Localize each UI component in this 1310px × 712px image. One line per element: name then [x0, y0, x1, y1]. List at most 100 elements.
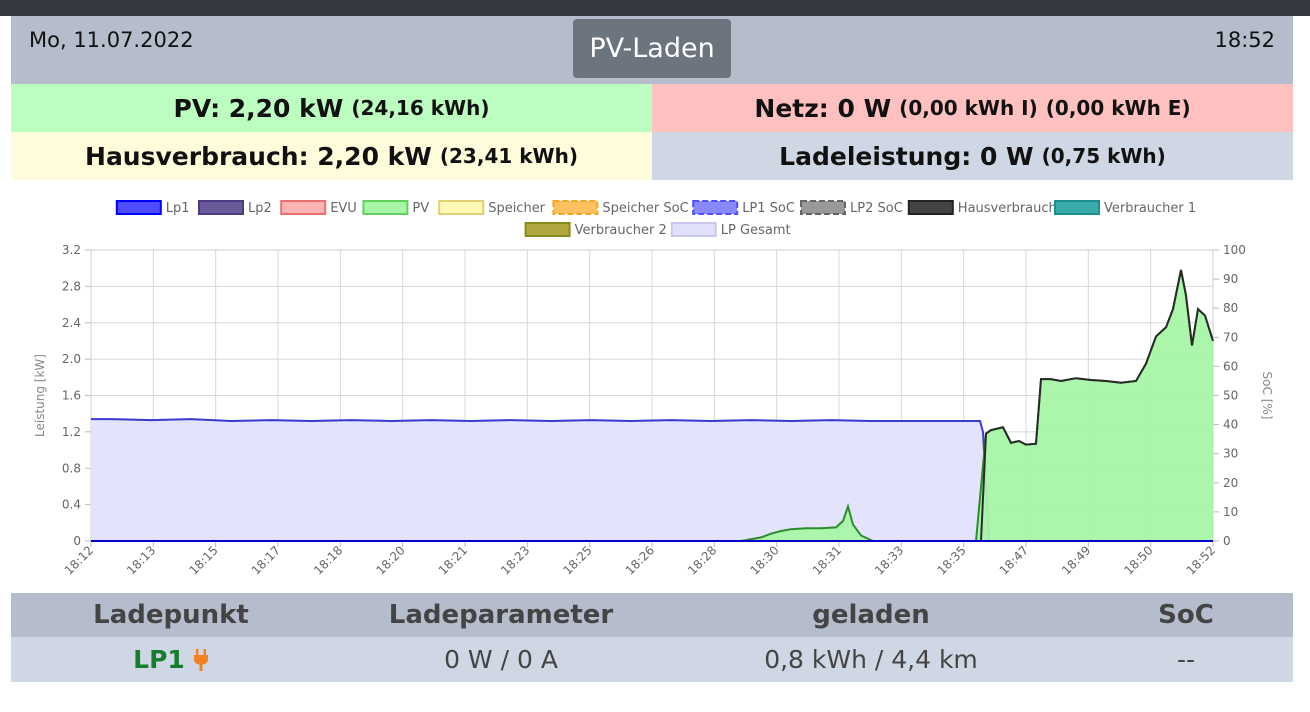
header-geladen: geladen: [812, 600, 930, 630]
legend-label: LP1 SoC: [742, 201, 795, 216]
legend-swatch: [670, 222, 717, 237]
charging-power-status: Ladeleistung: 0 W (0,75 kWh): [652, 132, 1293, 180]
legend-swatch: [362, 200, 409, 215]
chargepoint-name[interactable]: LP1: [133, 645, 185, 674]
charge-mode-button[interactable]: PV-Laden: [573, 19, 731, 78]
y-tick-label: 2.4: [62, 316, 81, 330]
y2-tick-label: 80: [1223, 301, 1238, 315]
header-ladeparameter: Ladeparameter: [388, 600, 614, 630]
series-line-lp-gesamt: [91, 418, 1213, 542]
legend-label: Speicher SoC: [602, 201, 688, 216]
legend-swatch: [280, 200, 327, 215]
x-tick-label: 18:49: [1059, 543, 1093, 577]
x-tick-label: 18:47: [997, 543, 1031, 577]
time-display: 18:52: [1214, 28, 1275, 52]
legend-label: Lp1: [166, 201, 190, 216]
legend-swatch: [692, 200, 739, 215]
x-tick-label: 18:15: [186, 543, 220, 577]
top-bar: [0, 0, 1310, 16]
legend-swatch: [1054, 200, 1100, 215]
header-ladepunkt: Ladepunkt: [93, 600, 249, 630]
legend-swatch: [800, 200, 846, 215]
y-tick-label: 1.2: [62, 425, 81, 439]
x-tick-label: 18:21: [436, 543, 470, 577]
date-display: Mo, 11.07.2022: [29, 28, 194, 52]
legend-swatch: [438, 200, 485, 215]
grid-power: Netz: 0 W: [754, 93, 892, 123]
chargepoint-cell[interactable]: LP1: [71, 637, 271, 682]
x-tick-label: 18:33: [872, 543, 906, 577]
plug-icon: [193, 648, 208, 671]
y2-tick-label: 10: [1223, 505, 1238, 519]
power-chart: Lp1 Lp2 EVU PV Speicher Speicher SoC LP1 SoC LP…: [33, 200, 1274, 578]
x-tick-label: 18:26: [623, 543, 657, 577]
pv-status: PV: 2,20 kW (24,16 kWh): [11, 84, 652, 132]
x-tick-label: 18:31: [810, 543, 844, 577]
y2-axis-title: SoC [%]: [1260, 372, 1274, 420]
charging-energy: (0,75 kWh): [1041, 144, 1166, 168]
legend-swatch: [198, 200, 244, 215]
legend-label: PV: [412, 201, 429, 216]
house-energy: (23,41 kWh): [439, 144, 578, 168]
y-tick-label: 2.8: [62, 279, 81, 293]
y2-tick-label: 60: [1223, 359, 1238, 373]
grid-export: (0,00 kWh E): [1045, 96, 1191, 120]
header-soc: SoC: [1158, 600, 1214, 630]
grid-import: (0,00 kWh I): [899, 96, 1038, 120]
legend-swatch: [552, 200, 599, 215]
charged-amount: 0,8 kWh / 4,4 km: [764, 645, 978, 674]
y2-tick-label: 50: [1223, 389, 1238, 403]
charging-power: Ladeleistung: 0 W: [779, 141, 1034, 171]
series-area-lp-gesamt: [91, 419, 1213, 541]
y2-tick-label: 0: [1223, 534, 1231, 548]
x-tick-label: 18:35: [934, 543, 968, 577]
y2-tick-label: 40: [1223, 418, 1238, 432]
legend-label: Lp2: [248, 201, 272, 216]
legend-label: EVU: [330, 201, 357, 216]
x-tick-label: 18:25: [560, 543, 594, 577]
y-tick-label: 3.2: [62, 243, 81, 257]
y2-tick-label: 20: [1223, 476, 1238, 490]
x-tick-label: 18:12: [62, 543, 96, 577]
series-area-pv: [741, 270, 1213, 541]
x-tick-label: 18:18: [311, 543, 345, 577]
y-tick-label: 1.6: [62, 389, 81, 403]
legend-swatch: [907, 200, 954, 215]
charge-parameter: 0 W / 0 A: [444, 645, 558, 674]
y-axis-title: Leistung [kW]: [33, 354, 47, 437]
legend-swatch: [524, 222, 571, 237]
house-consumption-status: Hausverbrauch: 2,20 kW (23,41 kWh): [11, 132, 652, 180]
x-tick-label: 18:20: [373, 543, 407, 577]
header: Mo, 11.07.2022 PV-Laden 18:52: [11, 16, 1293, 84]
y2-tick-label: 70: [1223, 330, 1238, 344]
y-tick-label: 2.0: [62, 352, 81, 366]
y2-tick-label: 90: [1223, 272, 1238, 286]
y-tick-label: 0.4: [62, 498, 81, 512]
legend-label: LP2 SoC: [850, 201, 903, 216]
pv-energy: (24,16 kWh): [351, 96, 490, 120]
x-tick-label: 18:13: [124, 543, 158, 577]
x-tick-label: 18:52: [1184, 543, 1218, 577]
y2-tick-label: 100: [1223, 243, 1246, 257]
series-line-hausverbrauch: [980, 269, 1214, 542]
house-power: Hausverbrauch: 2,20 kW: [85, 141, 432, 171]
legend-label: Verbraucher 2: [575, 223, 667, 238]
x-tick-label: 18:28: [685, 543, 719, 577]
y-tick-label: 0.8: [62, 461, 81, 475]
chargepoint-table-header: Ladepunkt Ladeparameter geladen SoC: [11, 593, 1293, 637]
y2-tick-label: 30: [1223, 447, 1238, 461]
legend-label: Hausverbrauch: [958, 201, 1057, 216]
grid-status: Netz: 0 W (0,00 kWh I) (0,00 kWh E): [652, 84, 1293, 132]
x-tick-label: 18:17: [249, 543, 283, 577]
x-tick-label: 18:23: [498, 543, 532, 577]
legend-label: Speicher: [488, 201, 545, 216]
pv-power: PV: 2,20 kW: [173, 93, 344, 123]
x-tick-label: 18:30: [747, 543, 781, 577]
y-tick-label: 0: [73, 534, 81, 548]
legend-label: Verbraucher 1: [1104, 201, 1196, 216]
soc-value: --: [1176, 645, 1196, 674]
x-tick-label: 18:50: [1121, 543, 1155, 577]
legend-swatch: [115, 200, 162, 215]
table-row[interactable]: LP1 0 W / 0 A 0,8 kWh / 4,4 km --: [11, 637, 1293, 682]
legend-label: LP Gesamt: [721, 223, 791, 238]
